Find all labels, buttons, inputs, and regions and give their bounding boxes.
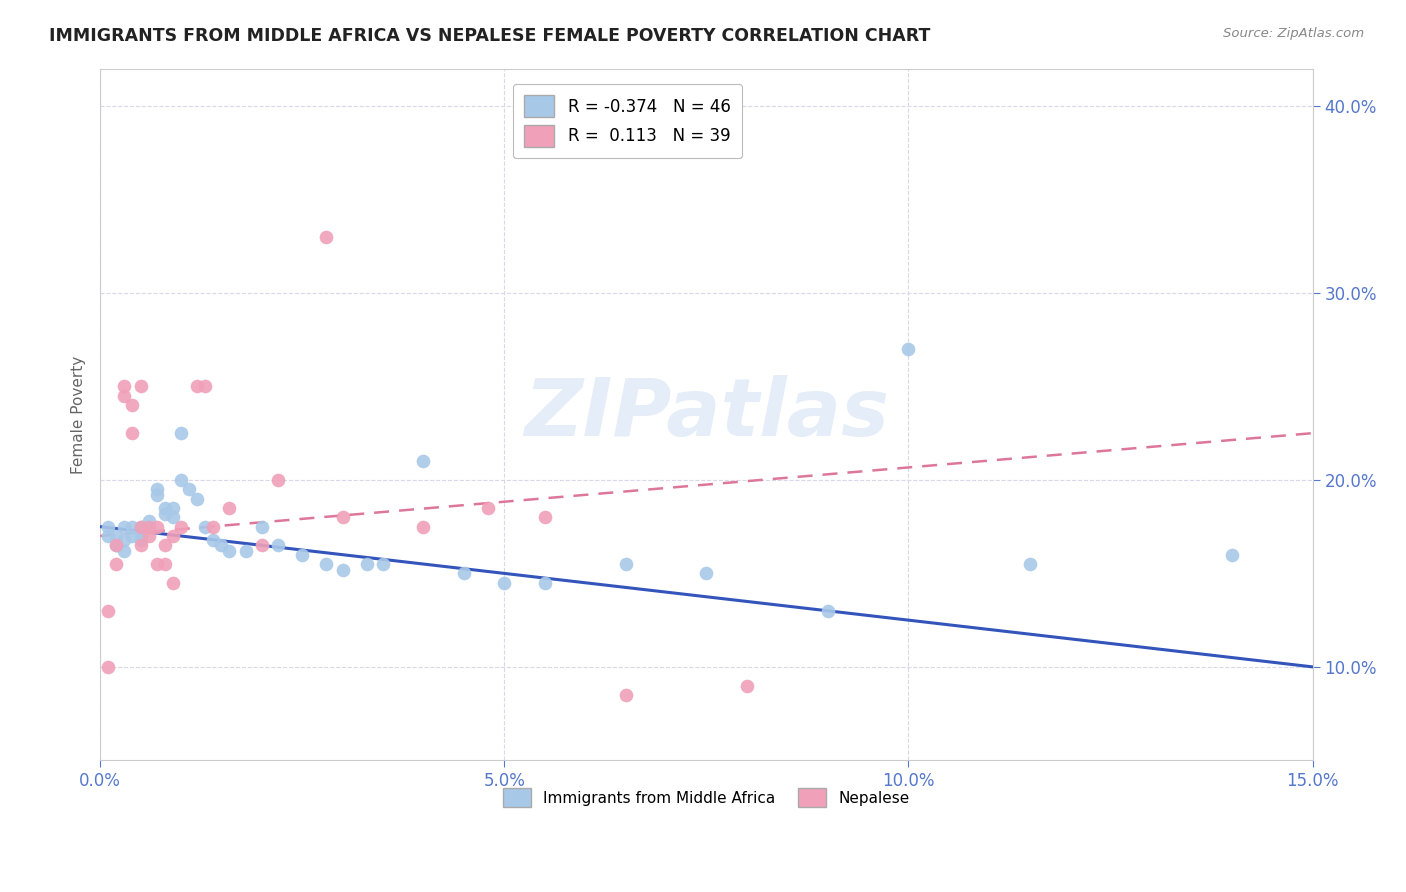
- Point: [121, 398, 143, 412]
- Legend: Immigrants from Middle Africa, Nepalese: Immigrants from Middle Africa, Nepalese: [496, 780, 917, 815]
- Point: [186, 379, 208, 393]
- Point: [138, 519, 160, 533]
- Point: [112, 389, 135, 403]
- Point: [162, 575, 184, 590]
- Point: [412, 454, 434, 468]
- Point: [138, 514, 160, 528]
- Point: [1018, 557, 1040, 571]
- Point: [202, 533, 225, 547]
- Text: ZIPatlas: ZIPatlas: [524, 376, 889, 453]
- Point: [267, 538, 290, 552]
- Point: [371, 557, 394, 571]
- Point: [453, 566, 475, 581]
- Point: [194, 379, 217, 393]
- Point: [614, 688, 637, 702]
- Point: [218, 544, 240, 558]
- Point: [209, 538, 232, 552]
- Point: [129, 519, 152, 533]
- Point: [145, 557, 167, 571]
- Point: [97, 529, 120, 543]
- Point: [170, 519, 193, 533]
- Point: [291, 548, 314, 562]
- Point: [129, 379, 152, 393]
- Point: [186, 491, 208, 506]
- Point: [477, 500, 499, 515]
- Point: [121, 426, 143, 441]
- Point: [533, 575, 555, 590]
- Y-axis label: Female Poverty: Female Poverty: [72, 355, 86, 474]
- Point: [97, 604, 120, 618]
- Point: [1220, 548, 1243, 562]
- Point: [412, 519, 434, 533]
- Point: [153, 538, 176, 552]
- Point: [356, 557, 378, 571]
- Point: [153, 557, 176, 571]
- Text: Source: ZipAtlas.com: Source: ZipAtlas.com: [1223, 27, 1364, 40]
- Point: [112, 533, 135, 547]
- Point: [105, 538, 128, 552]
- Point: [817, 604, 839, 618]
- Point: [97, 519, 120, 533]
- Point: [170, 426, 193, 441]
- Point: [267, 473, 290, 487]
- Point: [250, 519, 273, 533]
- Point: [170, 473, 193, 487]
- Point: [315, 229, 337, 244]
- Point: [817, 781, 839, 796]
- Text: IMMIGRANTS FROM MIDDLE AFRICA VS NEPALESE FEMALE POVERTY CORRELATION CHART: IMMIGRANTS FROM MIDDLE AFRICA VS NEPALES…: [49, 27, 931, 45]
- Point: [250, 538, 273, 552]
- Point: [194, 519, 217, 533]
- Point: [129, 533, 152, 547]
- Point: [112, 519, 135, 533]
- Point: [145, 482, 167, 496]
- Point: [145, 519, 167, 533]
- Point: [315, 557, 337, 571]
- Point: [897, 342, 920, 356]
- Point: [121, 529, 143, 543]
- Point: [153, 500, 176, 515]
- Point: [129, 519, 152, 533]
- Point: [112, 544, 135, 558]
- Point: [202, 519, 225, 533]
- Point: [162, 510, 184, 524]
- Point: [138, 519, 160, 533]
- Point: [145, 488, 167, 502]
- Point: [129, 529, 152, 543]
- Point: [218, 500, 240, 515]
- Point: [121, 519, 143, 533]
- Point: [162, 529, 184, 543]
- Point: [153, 507, 176, 521]
- Point: [533, 510, 555, 524]
- Point: [735, 679, 758, 693]
- Point: [235, 544, 257, 558]
- Point: [105, 557, 128, 571]
- Point: [162, 500, 184, 515]
- Point: [332, 510, 354, 524]
- Point: [105, 529, 128, 543]
- Point: [332, 563, 354, 577]
- Point: [614, 557, 637, 571]
- Point: [494, 575, 516, 590]
- Point: [112, 379, 135, 393]
- Point: [129, 538, 152, 552]
- Point: [177, 482, 200, 496]
- Point: [695, 566, 717, 581]
- Point: [105, 538, 128, 552]
- Point: [97, 660, 120, 674]
- Point: [138, 529, 160, 543]
